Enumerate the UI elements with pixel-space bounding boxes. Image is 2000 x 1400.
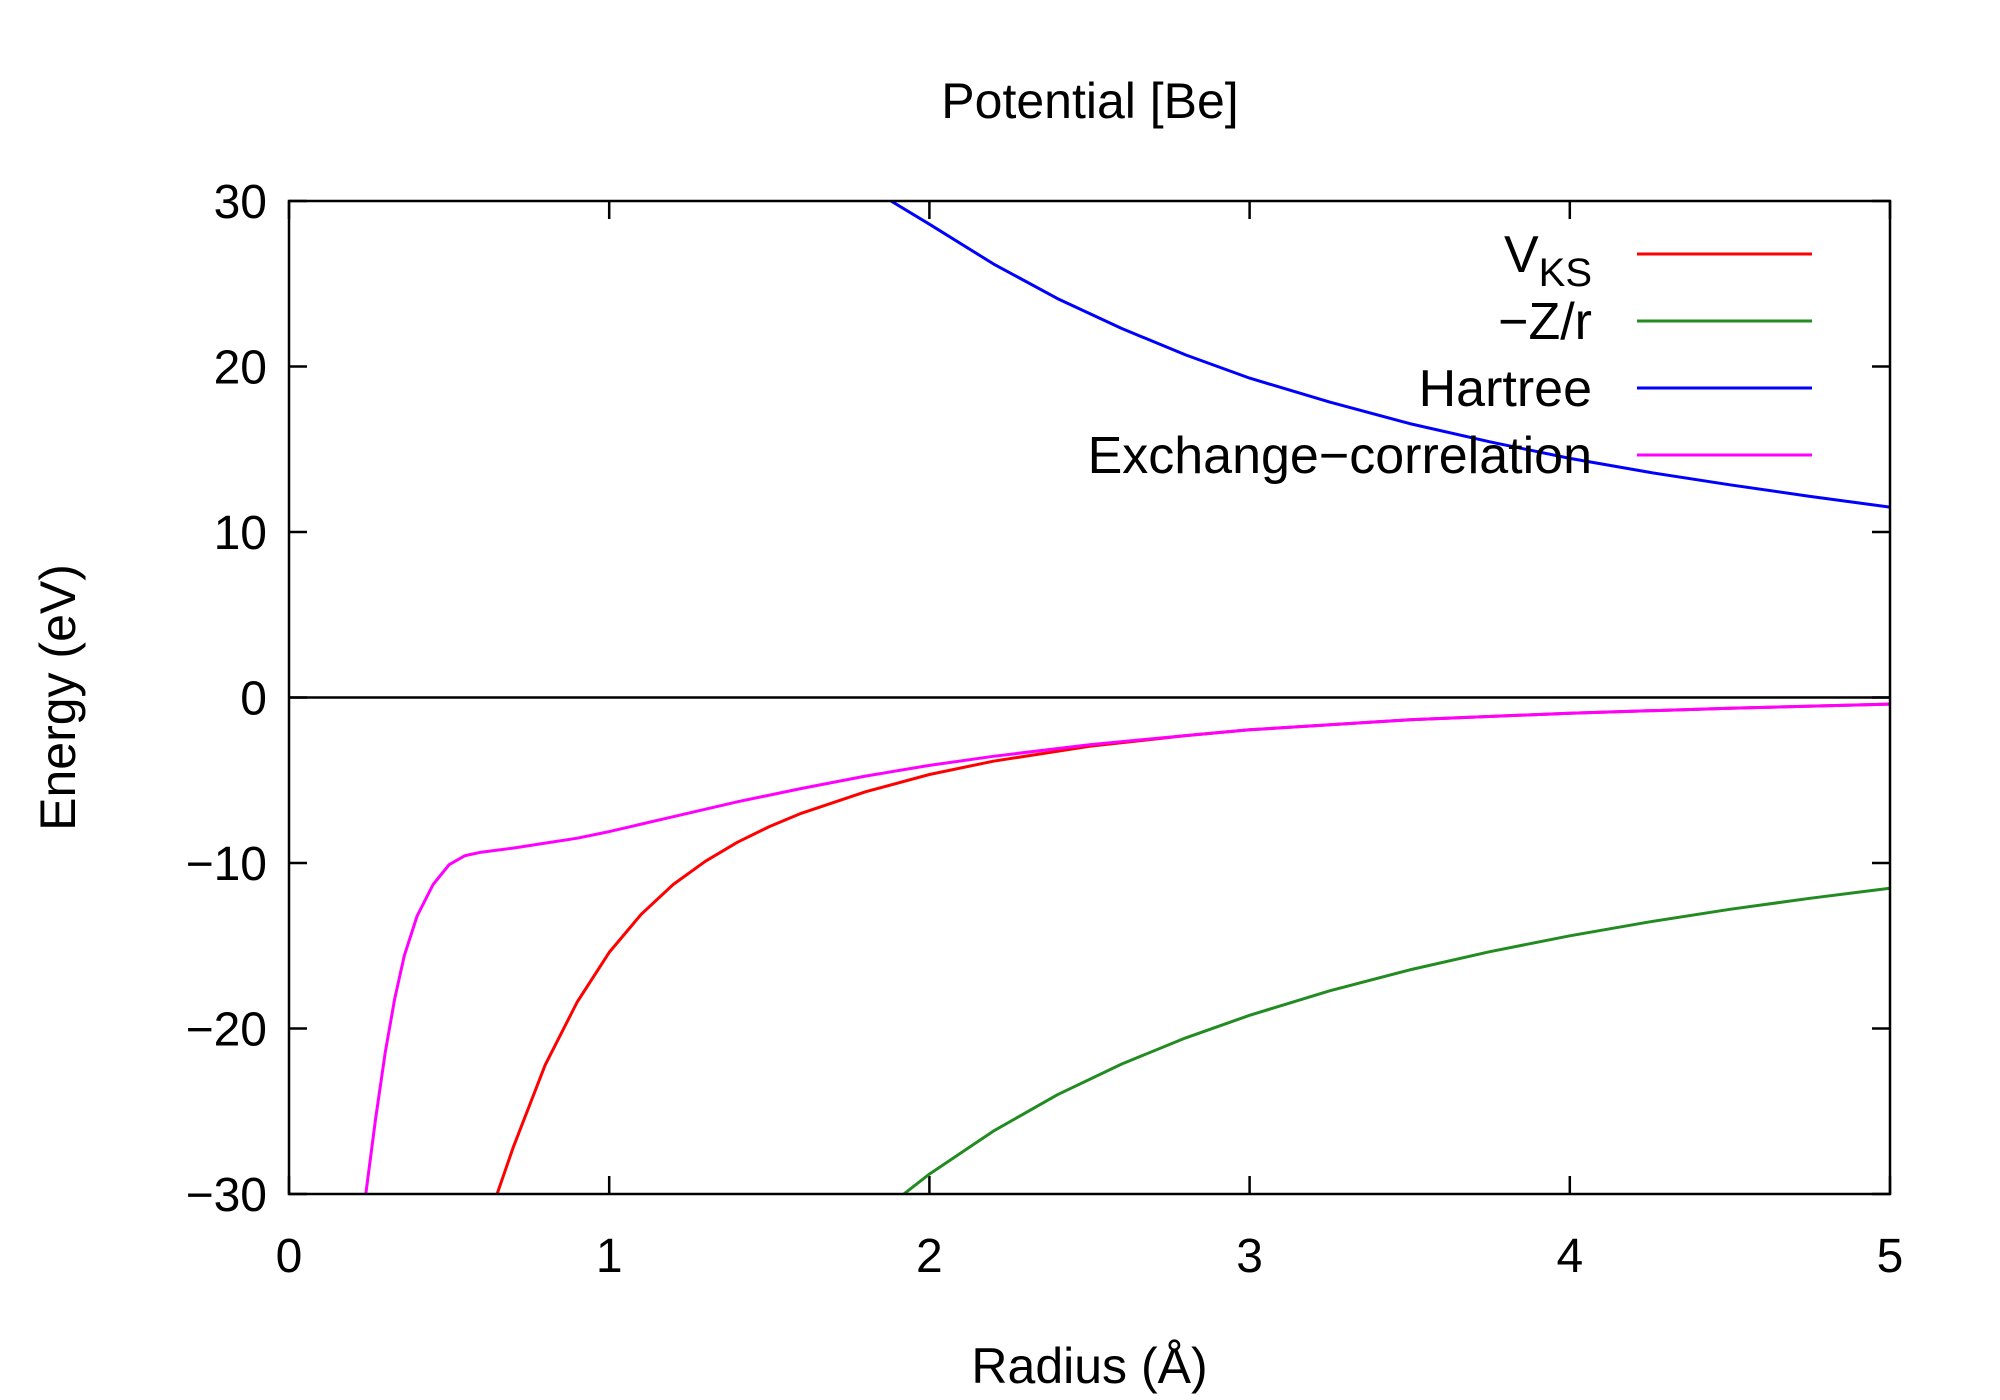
plot-frame (287, 199, 1892, 1196)
series-line-3 (364, 702, 1890, 1194)
legend-label-2: Hartree (1419, 360, 1592, 418)
y-tick-label: −10 (186, 838, 267, 891)
series-group (364, 201, 1890, 1194)
y-tick-label: −20 (186, 1004, 267, 1057)
y-tick-label: 10 (214, 507, 267, 560)
chart-title: Potential [Be] (941, 73, 1238, 129)
series-line-1 (902, 886, 1890, 1194)
x-tick-label: 3 (1236, 1230, 1263, 1283)
legend-label-0: VKS (1504, 226, 1592, 295)
x-tick-label: 0 (276, 1230, 303, 1283)
x-tick-label: 2 (916, 1230, 943, 1283)
legend: VKS−Z/r Hartree Exchange−correlation (1088, 226, 1812, 485)
series-line-0 (495, 702, 1890, 1194)
y-tick-label: 30 (214, 176, 267, 229)
x-axis-title: Radius (Å) (971, 1338, 1207, 1394)
ticks-layer: 0 1 2 3 4 5 −30 −20 −10 0 10 20 30 (186, 176, 1904, 1283)
series-layer (364, 201, 1890, 1194)
y-tick-label: −30 (186, 1169, 267, 1222)
x-tick-label: 1 (596, 1230, 623, 1283)
x-tick-label: 4 (1556, 1230, 1583, 1283)
series-line-2 (890, 201, 1890, 509)
y-tick-label: 0 (240, 673, 267, 726)
legend-label-3: Exchange−correlation (1088, 427, 1592, 485)
legend-label-1: −Z/r (1498, 293, 1592, 351)
x-tick-label: 5 (1877, 1230, 1904, 1283)
y-tick-label: 20 (214, 342, 267, 395)
y-axis-title: Energy (eV) (30, 564, 86, 831)
